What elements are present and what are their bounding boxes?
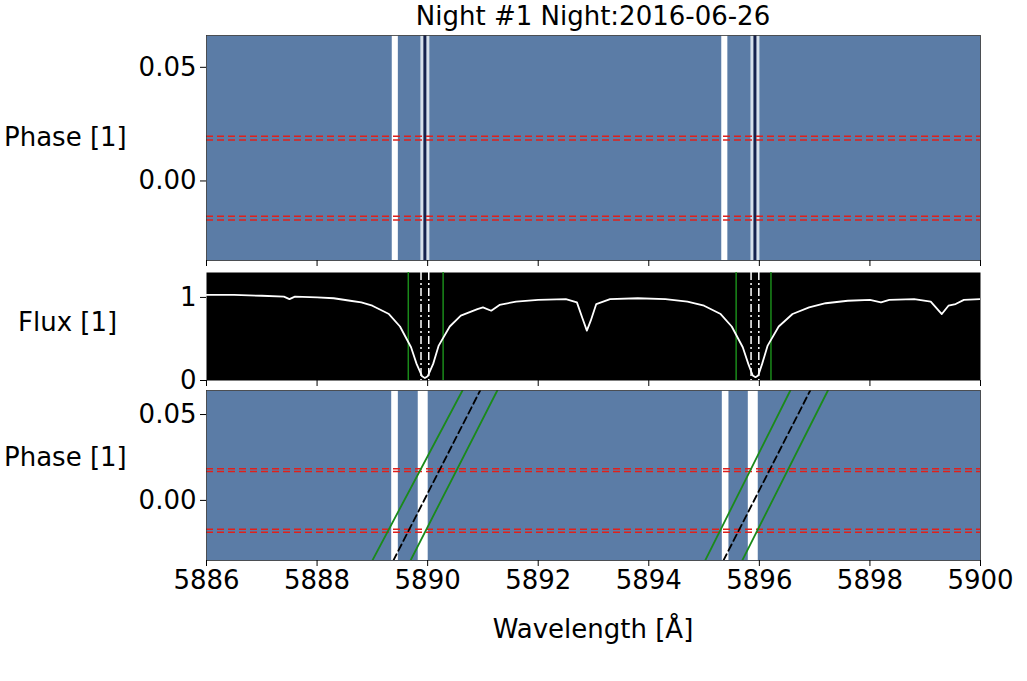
html-text:Phase [1]: Phase [1] (4, 442, 127, 472)
svg-text:5894: 5894 (616, 565, 682, 595)
svg-text:5886: 5886 (173, 565, 239, 595)
svg-text:5892: 5892 (505, 565, 571, 595)
svg-text:0.05: 0.05 (139, 399, 197, 429)
svg-text:0.00: 0.00 (139, 485, 197, 515)
svg-text:0.00: 0.00 (139, 165, 197, 195)
svg-text:5890: 5890 (395, 565, 461, 595)
svg-text:5888: 5888 (284, 565, 350, 595)
svg-text:0: 0 (180, 365, 197, 395)
svg-text:5898: 5898 (837, 565, 903, 595)
html-text:Wavelength [Å]: Wavelength [Å] (492, 614, 694, 644)
html-text:Night #1 Night:2016-06-26: Night #1 Night:2016-06-26 (415, 1, 771, 31)
svg-text:5900: 5900 (947, 565, 1013, 595)
svg-text:5896: 5896 (726, 565, 792, 595)
svg-text:0.05: 0.05 (139, 52, 197, 82)
svg-text:1: 1 (180, 282, 197, 312)
html-text:Phase [1]: Phase [1] (4, 122, 127, 152)
html-text:Flux [1]: Flux [1] (18, 307, 118, 337)
